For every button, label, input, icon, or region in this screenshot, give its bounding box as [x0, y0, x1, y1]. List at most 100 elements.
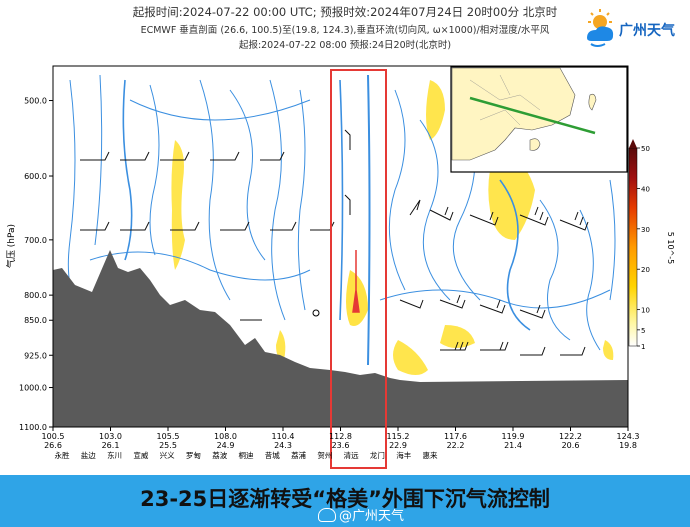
- colorbar-label: 5 10^-5: [666, 232, 675, 265]
- place-label: 荔浦: [291, 450, 306, 460]
- streamline: [129, 99, 311, 121]
- guangzhou-weather-logo: 广州天气: [583, 8, 687, 52]
- x-tick-lat: 26.1: [102, 441, 120, 450]
- x-tick-lon: 124.3: [617, 432, 640, 441]
- streamline: [609, 179, 616, 301]
- place-label: 昔城: [265, 451, 280, 460]
- x-axis-ticks: 100.526.6 103.026.1 105.525.5 108.024.9 110.…: [42, 427, 640, 450]
- place-label: 宣威: [133, 450, 148, 460]
- logo-text: 广州天气: [619, 23, 675, 39]
- x-tick-lat: 22.9: [389, 441, 407, 450]
- cross-section-line: [469, 96, 596, 135]
- wind-barb: [220, 221, 250, 231]
- x-tick-lat: 25.5: [159, 441, 177, 450]
- place-label: 兴义: [160, 451, 175, 460]
- x-tick-lon: 115.2: [387, 432, 410, 441]
- place-labels: 永胜 盐边 东川 宣威 兴义 罗甸 荔波 桐迪 昔城 荔浦 贺州 清远 龙门 海丰 惠来: [55, 450, 438, 460]
- humidity-area: [276, 330, 286, 360]
- sun-cloud-icon: [587, 9, 614, 47]
- wind-barb: [429, 206, 454, 221]
- x-tick-lon: 100.5: [42, 432, 65, 441]
- highlight-box: [330, 69, 387, 469]
- forecast-time-header: 起报时间:2024-07-22 00:00 UTC; 预报时效:2024年07月…: [132, 5, 558, 19]
- wind-barb: [480, 341, 509, 351]
- y-axis-label: 气压 (hPa): [5, 224, 17, 268]
- place-label: 荔波: [212, 450, 227, 460]
- wind-barb: [519, 206, 549, 226]
- y-tick-label: 500.0: [24, 97, 47, 106]
- streamline: [89, 251, 311, 281]
- streamline: [122, 79, 133, 261]
- wind-barb: [170, 221, 200, 231]
- wind-barb: [520, 346, 546, 356]
- cross-section-chart: 5 10^-5 1 5 10 20 30 40 50 气压 (hPa) 500.0 600.0…: [5, 65, 675, 469]
- humidity-area: [440, 325, 475, 348]
- x-tick-lon: 117.6: [444, 432, 467, 441]
- humidity-area: [603, 340, 614, 360]
- y-tick-label: 1100.0: [19, 423, 47, 432]
- streamline: [229, 89, 266, 261]
- place-label: 盐边: [81, 450, 96, 460]
- streamline: [94, 74, 103, 246]
- wind-barb: [440, 341, 469, 351]
- x-tick-lat: 20.6: [562, 441, 580, 450]
- weibo-icon: [318, 508, 336, 522]
- x-tick-lat: 24.3: [274, 441, 292, 450]
- colorbar-tick-label: 5: [641, 327, 645, 335]
- streamline: [297, 89, 306, 311]
- x-tick-lat: 24.9: [217, 441, 235, 450]
- wind-barb: [439, 294, 466, 309]
- place-label: 龙门: [370, 450, 385, 460]
- streamline: [269, 79, 286, 321]
- calm-marker: [312, 309, 320, 317]
- x-tick-lon: 119.9: [502, 432, 525, 441]
- x-tick-lat: 23.6: [332, 441, 350, 450]
- wind-barb: [120, 151, 150, 161]
- cross-section-title: ECMWF 垂直剖面 (26.6, 100.5)至(19.8, 124.3),垂…: [140, 25, 550, 36]
- x-tick-lon: 105.5: [157, 432, 180, 441]
- banner-title: 23-25日逐渐转受“格美”外围下沉气流控制: [140, 487, 550, 511]
- humidity-area: [393, 340, 428, 375]
- colorbar-tick-label: 50: [641, 145, 650, 153]
- place-label: 清远: [344, 450, 359, 460]
- inset-borders: [469, 74, 541, 126]
- place-label: 海丰: [396, 450, 411, 460]
- descending-flow-arrow: [352, 250, 360, 313]
- y-tick-label: 600.0: [24, 172, 47, 181]
- colorbar: 5 10^-5 1 5 10 20 30 40 50: [628, 139, 675, 351]
- place-label: 东川: [107, 450, 122, 460]
- colorbar-cap: [629, 139, 637, 148]
- wind-barb: [559, 211, 589, 231]
- colorbar-ramp: [628, 147, 638, 347]
- x-tick-lat: 26.6: [44, 441, 62, 450]
- humidity-area: [426, 80, 445, 140]
- streamline: [499, 179, 531, 331]
- humidity-area: [171, 140, 185, 270]
- place-label: 惠来: [423, 450, 438, 460]
- wind-barb: [469, 211, 499, 226]
- x-tick-lat: 19.8: [619, 441, 637, 450]
- place-label: 桐迪: [239, 450, 254, 460]
- streamline: [579, 209, 601, 351]
- streamline: [367, 74, 371, 366]
- streamline: [388, 89, 406, 291]
- wind-barbs: [80, 129, 589, 364]
- wind-barb: [270, 221, 297, 231]
- place-label: 罗甸: [186, 450, 201, 460]
- streamline: [149, 84, 160, 256]
- inset-island: [529, 138, 541, 151]
- wind-barb: [344, 194, 351, 215]
- colorbar-tick-label: 20: [641, 266, 650, 274]
- wind-barb: [120, 221, 150, 231]
- streamline: [339, 79, 344, 321]
- terrain: [53, 250, 628, 427]
- y-tick-label: 700.0: [24, 236, 47, 245]
- colorbar-tick-label: 10: [641, 307, 650, 315]
- wind-barb: [409, 199, 421, 216]
- watermark-text: @广州天气: [339, 509, 405, 524]
- watermark: @广州天气: [318, 505, 404, 524]
- title-banner: 23-25日逐渐转受“格美”外围下沉气流控制: [0, 475, 690, 527]
- x-tick-lon: 110.4: [272, 432, 295, 441]
- inset-island: [588, 93, 597, 111]
- init-time-subtitle: 起报:2024-07-22 08:00 预报:24日20时(北京时): [238, 40, 452, 51]
